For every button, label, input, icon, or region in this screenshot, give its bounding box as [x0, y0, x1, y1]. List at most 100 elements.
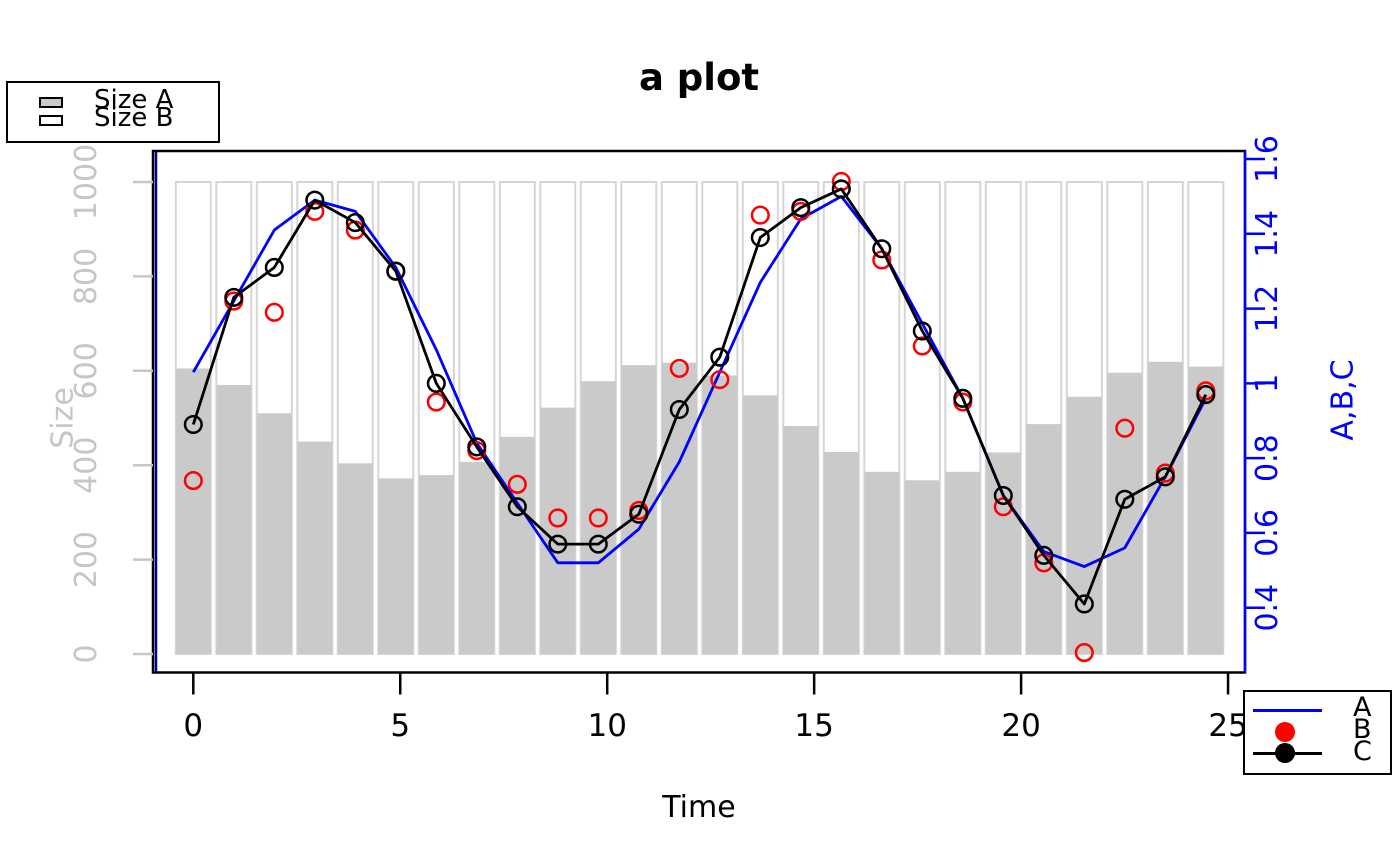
- x-tick-label: 5: [390, 708, 410, 744]
- bar-size-a: [418, 475, 454, 654]
- size-a-legend-label: Size A: [94, 85, 174, 115]
- series-a-line-swatch: [1253, 709, 1322, 712]
- left-tick-label: 0: [69, 644, 104, 663]
- size-a-swatch: [39, 97, 63, 108]
- series-c-point: [1115, 489, 1135, 509]
- right-tick-label: 0.4: [1250, 584, 1285, 632]
- bar-size-a: [904, 480, 940, 654]
- left-tick-label: 400: [69, 437, 104, 494]
- bar-size-a: [297, 441, 333, 654]
- series-b-dot-swatch: [1275, 722, 1295, 742]
- series-c-point: [426, 373, 446, 393]
- series-b-point: [507, 474, 527, 494]
- series-c-point: [1034, 545, 1054, 565]
- left-tick-label: 800: [69, 248, 104, 305]
- series-c-legend-label: C: [1353, 736, 1372, 767]
- right-tick-label: 1.6: [1250, 135, 1285, 183]
- series-c-point: [993, 485, 1013, 506]
- series-b-point: [183, 471, 203, 491]
- bar-size-a: [783, 426, 819, 654]
- series-c-point: [669, 399, 689, 420]
- left-axis-title: Size: [45, 387, 81, 449]
- bar-size-a: [1107, 372, 1143, 654]
- bar-size-a: [175, 368, 211, 654]
- bar-size-a: [864, 471, 900, 654]
- series-c-point: [264, 257, 284, 278]
- series-b-point: [548, 508, 568, 528]
- series-c-line: [191, 187, 1208, 606]
- right-tick-label: 0.8: [1250, 434, 1285, 482]
- chart-title: a plot: [638, 56, 760, 99]
- bar-size-a: [945, 471, 981, 654]
- bar-size-a: [702, 375, 738, 654]
- x-tick-label: 20: [1001, 708, 1040, 744]
- right-tick-label: 0.6: [1250, 509, 1285, 557]
- series-c-dot-swatch: [1275, 743, 1295, 763]
- x-axis-title: Time: [662, 790, 736, 825]
- series-b-point: [264, 302, 284, 322]
- left-tick-label: 1000: [69, 144, 104, 220]
- series-c-point: [710, 347, 730, 367]
- series-c-point: [953, 388, 973, 408]
- size-b-swatch: [39, 115, 63, 126]
- bar-size-a: [499, 436, 535, 654]
- bar-size-a: [1147, 361, 1183, 654]
- bar-size-a: [823, 451, 859, 654]
- bar-size-a: [1188, 366, 1224, 654]
- left-tick-label: 200: [69, 531, 104, 588]
- bar-size-a: [1066, 396, 1102, 654]
- bar-size-a: [580, 381, 616, 654]
- series-b-point: [426, 392, 446, 412]
- series-c-point: [467, 437, 487, 457]
- right-axis-title: A,B,C: [1325, 359, 1361, 441]
- series-c-point: [548, 534, 568, 554]
- series-c-point: [305, 190, 325, 210]
- series-c-point: [1155, 467, 1175, 487]
- series-c-point: [588, 534, 608, 554]
- series-a-legend-label: A: [1353, 692, 1372, 723]
- series-b-point: [1115, 418, 1135, 438]
- series-b-point: [750, 205, 770, 225]
- x-tick-label: 10: [587, 708, 626, 744]
- bar-size-a: [459, 461, 495, 654]
- series-a-line: [192, 195, 1208, 568]
- series-c-point: [872, 239, 892, 259]
- series-c-point: [629, 504, 649, 524]
- x-tick-label: 15: [794, 708, 833, 744]
- series-c-point: [183, 414, 203, 435]
- bar-size-a: [661, 362, 697, 654]
- series-c-point: [831, 179, 851, 199]
- series-b-point: [1074, 643, 1094, 663]
- left-tick-label: 600: [69, 342, 104, 399]
- series-c-point: [1196, 385, 1216, 405]
- legend-series: A B C: [1243, 690, 1392, 775]
- series-b-legend-label: B: [1353, 714, 1372, 745]
- series-c-point: [912, 321, 932, 341]
- series-c-point: [507, 497, 527, 517]
- right-tick-label: 1.2: [1250, 285, 1285, 333]
- series-c-point: [224, 287, 244, 307]
- series-c-point: [345, 213, 365, 233]
- right-tick-label: 1: [1250, 374, 1285, 393]
- series-c-point: [750, 227, 770, 248]
- series-b-point: [710, 370, 730, 390]
- bar-size-a: [216, 384, 252, 654]
- size-b-legend-label: Size B: [94, 103, 174, 133]
- bar-size-a: [337, 463, 373, 654]
- series-b-point: [588, 508, 608, 528]
- legend-bar-sizes: Size A Size B: [6, 81, 220, 143]
- x-tick-label: 0: [183, 708, 203, 744]
- bar-size-a: [378, 478, 414, 654]
- bar-size-a: [742, 395, 778, 654]
- series-c-point: [386, 261, 406, 281]
- bar-size-a: [256, 413, 292, 654]
- right-tick-label: 1.4: [1250, 210, 1285, 258]
- bar-size-a: [985, 452, 1021, 654]
- bar-size-a: [540, 407, 576, 654]
- x-tick-label: 25: [1208, 708, 1247, 744]
- series-c-point: [1074, 594, 1094, 614]
- series-b-point: [669, 358, 689, 378]
- series-c-point: [791, 198, 811, 218]
